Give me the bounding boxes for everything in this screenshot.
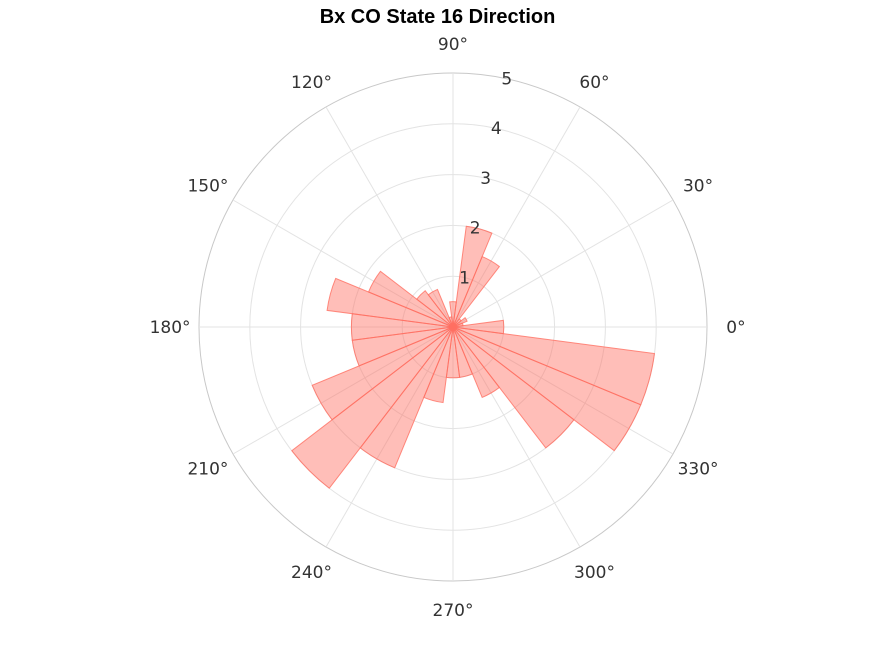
grid-spoke-60 xyxy=(452,106,581,328)
grid-spoke-210 xyxy=(232,326,454,455)
polar-bar xyxy=(291,326,454,489)
angle-tick-label: 300° xyxy=(574,563,615,583)
polar-bars xyxy=(291,225,656,489)
radial-tick-label: 4 xyxy=(491,119,502,139)
polar-bar xyxy=(326,277,454,328)
grid-spoke-120 xyxy=(325,106,454,328)
angle-tick-label: 150° xyxy=(187,177,228,197)
radial-tick-label: 2 xyxy=(470,219,481,239)
radial-tick-label: 5 xyxy=(501,70,512,90)
angle-tick-label: 90° xyxy=(438,35,468,55)
polar-bar xyxy=(449,301,457,328)
angle-tick-label: 270° xyxy=(433,601,474,621)
chart-title: Bx CO State 16 Direction xyxy=(319,6,556,28)
polar-bar xyxy=(423,326,454,404)
radial-tick-label: 1 xyxy=(459,268,470,288)
polar-bar xyxy=(359,326,454,469)
angle-tick-label: 60° xyxy=(579,73,609,93)
angle-tick-label: 120° xyxy=(291,73,332,93)
angle-tick-label: 180° xyxy=(150,318,191,338)
angle-tick-label: 330° xyxy=(678,459,719,479)
grid-spoke-150 xyxy=(232,199,454,328)
radial-tick-label: 3 xyxy=(480,169,491,189)
radial-tick-labels: 1 2 3 4 5 xyxy=(459,70,512,289)
polar-bar xyxy=(452,326,656,406)
grid-spoke-240 xyxy=(325,326,454,548)
polar-grid xyxy=(198,72,708,582)
grid-spoke-300 xyxy=(452,326,581,548)
angle-tick-label: 210° xyxy=(187,459,228,479)
polar-bar xyxy=(452,225,493,328)
grid-spoke-330 xyxy=(452,326,674,455)
grid-spoke-30 xyxy=(452,199,674,328)
angle-tick-labels: 0° 30° 60° 90° 120° 150° 180° 210° 240° 270° 300° 3… xyxy=(150,35,746,621)
angle-tick-label: 0° xyxy=(726,318,745,338)
center-dot xyxy=(449,323,457,331)
angle-tick-label: 30° xyxy=(683,177,713,197)
angle-tick-label: 240° xyxy=(291,563,332,583)
